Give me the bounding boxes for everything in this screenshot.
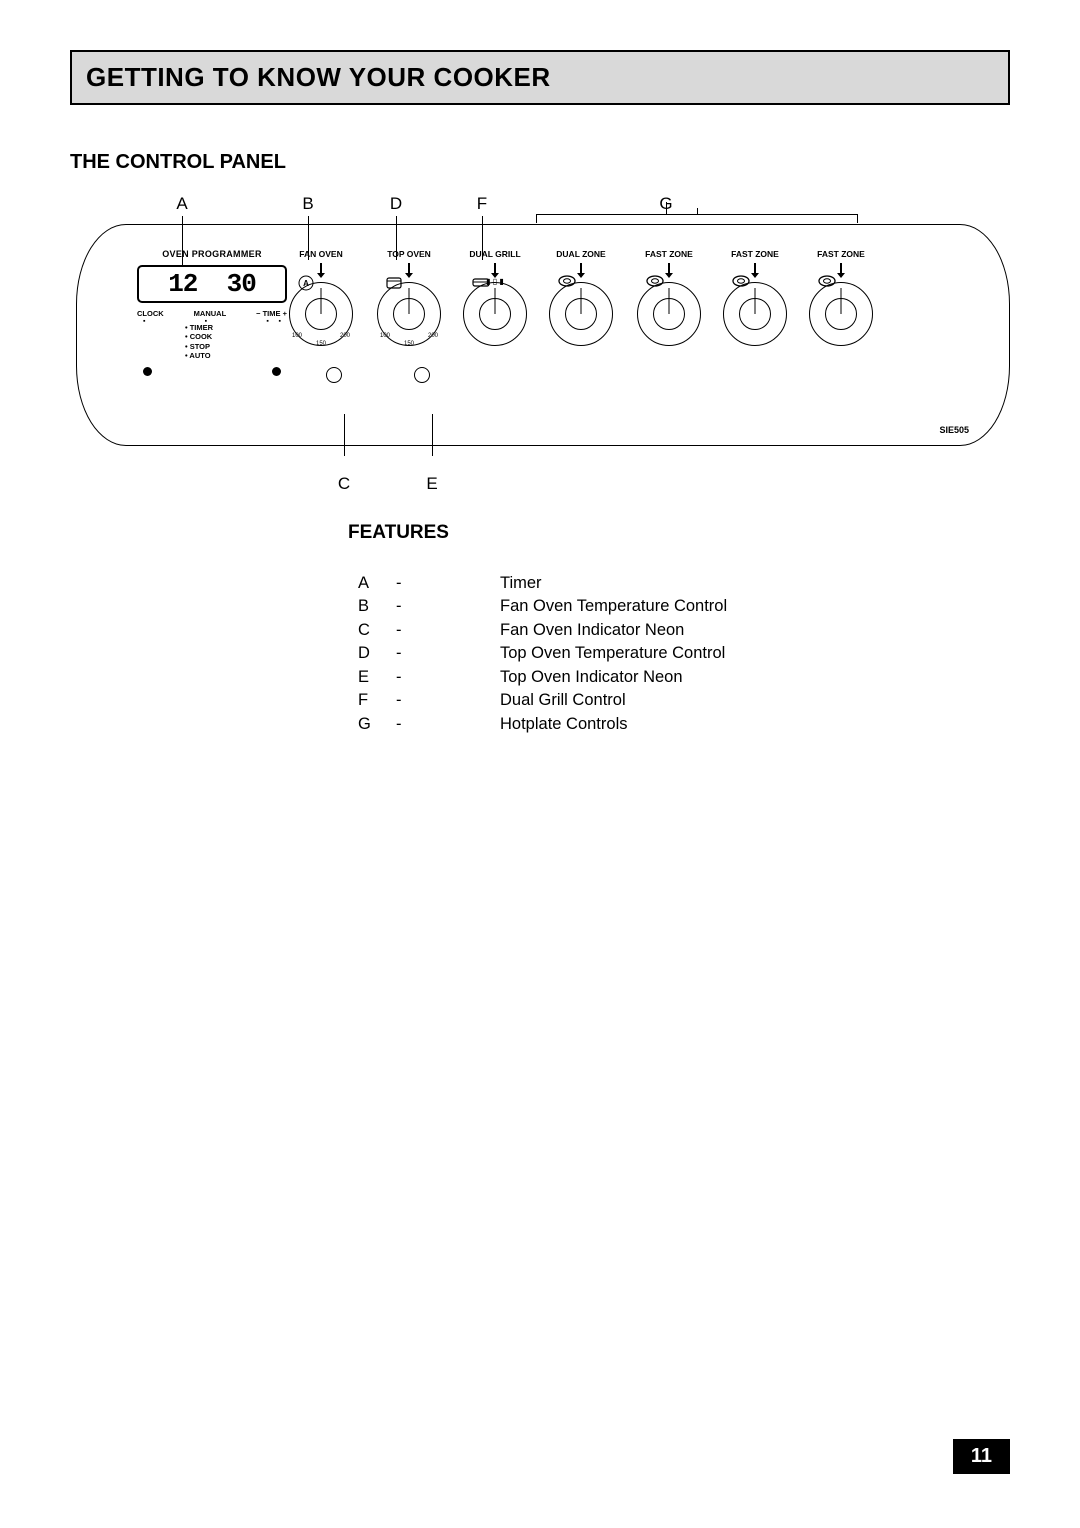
btn-clock: CLOCK	[137, 309, 164, 318]
pointer-icon	[668, 263, 670, 275]
oven-programmer: OVEN PROGRAMMER 12 30 CLOCK MANUAL − TIM…	[137, 249, 287, 376]
feature-value: Fan Oven Indicator Neon	[500, 619, 684, 642]
feature-dash: -	[396, 689, 500, 712]
programmer-modes: • TIMER • COOK • STOP • AUTO	[185, 323, 287, 361]
feature-row: E-Top Oven Indicator Neon	[358, 666, 1010, 689]
top-callout-row: A B D F G	[76, 194, 1010, 224]
knob-label: FAST ZONE	[637, 249, 701, 259]
display-hours: 12	[168, 269, 197, 299]
feature-row: A-Timer	[358, 572, 1010, 595]
callout-E: E	[426, 474, 437, 494]
sub-heading: THE CONTROL PANEL	[70, 151, 1010, 174]
grill-icons: ▮ ▯ ▮	[486, 277, 504, 286]
feature-value: Timer	[500, 572, 542, 595]
feature-dash: -	[396, 572, 500, 595]
feature-row: D-Top Oven Temperature Control	[358, 642, 1010, 665]
knob-dial: ▮ ▯ ▮	[463, 282, 527, 346]
pointer-icon	[754, 263, 756, 275]
knob-dial	[723, 282, 787, 346]
section-title: GETTING TO KNOW YOUR COOKER	[86, 62, 551, 92]
feature-value: Dual Grill Control	[500, 689, 626, 712]
feature-row: F-Dual Grill Control	[358, 689, 1010, 712]
feature-key: B	[358, 595, 396, 618]
control-panel-outline: OVEN PROGRAMMER 12 30 CLOCK MANUAL − TIM…	[76, 224, 1010, 446]
feature-key: F	[358, 689, 396, 712]
feature-dash: -	[396, 595, 500, 618]
knob-label: DUAL ZONE	[549, 249, 613, 259]
knob-label: FAST ZONE	[723, 249, 787, 259]
feature-dash: -	[396, 642, 500, 665]
callout-B: B	[302, 194, 313, 214]
callout-D: D	[390, 194, 402, 214]
feature-dash: -	[396, 666, 500, 689]
pointer-icon	[320, 263, 322, 275]
pointer-icon	[580, 263, 582, 275]
display-mins: 30	[227, 269, 256, 299]
feature-key: A	[358, 572, 396, 595]
callout-F: F	[477, 194, 487, 214]
knob-label: FAN OVEN	[289, 249, 353, 259]
feature-key: E	[358, 666, 396, 689]
feature-value: Top Oven Indicator Neon	[500, 666, 683, 689]
knob-fast-zone: FAST ZONE	[809, 249, 873, 346]
features-heading: FEATURES	[348, 522, 1010, 544]
g-bracket	[536, 214, 858, 223]
bottom-callout-row: C E	[76, 446, 1010, 496]
btn-manual: MANUAL	[194, 309, 227, 318]
knob-top-oven: TOP OVEN 100200150	[377, 249, 441, 346]
pointer-icon	[494, 263, 496, 275]
knob-label: DUAL GRILL	[463, 249, 527, 259]
feature-key: C	[358, 619, 396, 642]
knob-dial: 100200150	[289, 282, 353, 346]
feature-value: Fan Oven Temperature Control	[500, 595, 727, 618]
programmer-buttons: CLOCK MANUAL − TIME +	[137, 309, 287, 318]
top-oven-neon-icon	[414, 367, 430, 383]
feature-value: Hotplate Controls	[500, 713, 627, 736]
btn-time: − TIME +	[256, 309, 287, 318]
features-list: A-TimerB-Fan Oven Temperature ControlC-F…	[358, 572, 1010, 736]
pointer-icon	[408, 263, 410, 275]
callout-C: C	[338, 474, 350, 494]
leader-G	[666, 202, 667, 214]
knob-label: TOP OVEN	[377, 249, 441, 259]
fan-oven-neon-icon	[326, 367, 342, 383]
knob-dual-zone: DUAL ZONE	[549, 249, 613, 346]
knob-dual-grill: DUAL GRILL ▮ ▯ ▮	[463, 249, 527, 346]
callout-A: A	[176, 194, 187, 214]
knob-dial	[637, 282, 701, 346]
programmer-dots	[137, 367, 287, 376]
model-number: SIE505	[939, 425, 969, 435]
pointer-icon	[840, 263, 842, 275]
section-title-bar: GETTING TO KNOW YOUR COOKER	[70, 50, 1010, 105]
page-number: 11	[953, 1439, 1010, 1474]
knob-fan-oven: FAN OVENA100200150	[289, 249, 353, 346]
knob-label: FAST ZONE	[809, 249, 873, 259]
feature-row: C-Fan Oven Indicator Neon	[358, 619, 1010, 642]
feature-key: G	[358, 713, 396, 736]
feature-key: D	[358, 642, 396, 665]
feature-row: G-Hotplate Controls	[358, 713, 1010, 736]
knob-dial	[809, 282, 873, 346]
feature-row: B-Fan Oven Temperature Control	[358, 595, 1010, 618]
feature-value: Top Oven Temperature Control	[500, 642, 725, 665]
control-panel-diagram: A B D F G OVEN PROGRAMMER 12 30 CLOCK	[76, 194, 1010, 496]
programmer-display: 12 30	[137, 265, 287, 303]
knob-dial: 100200150	[377, 282, 441, 346]
knob-dial	[549, 282, 613, 346]
knob-fast-zone: FAST ZONE	[637, 249, 701, 346]
programmer-label: OVEN PROGRAMMER	[137, 249, 287, 259]
knob-fast-zone: FAST ZONE	[723, 249, 787, 346]
feature-dash: -	[396, 619, 500, 642]
feature-dash: -	[396, 713, 500, 736]
